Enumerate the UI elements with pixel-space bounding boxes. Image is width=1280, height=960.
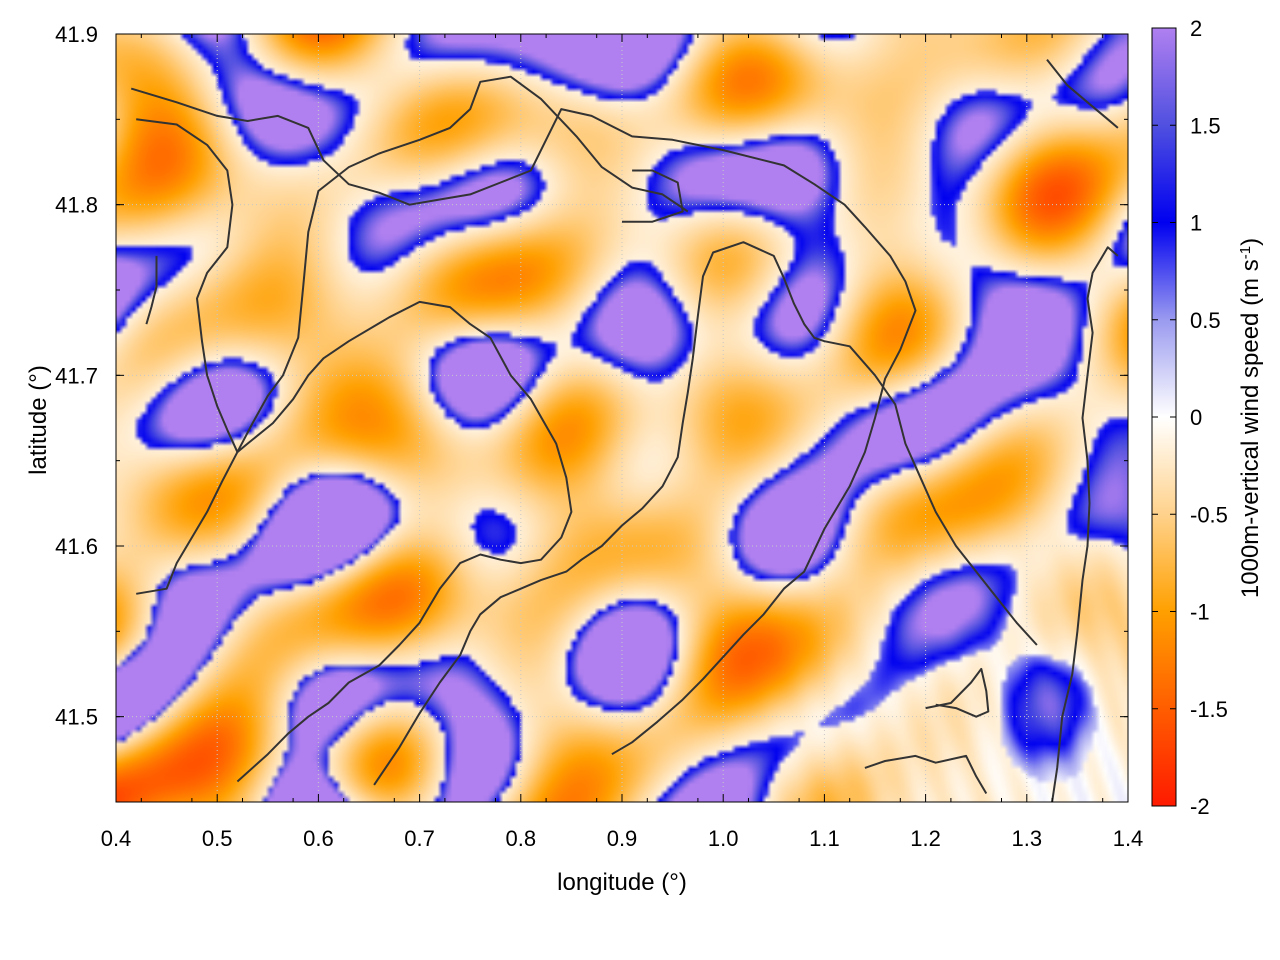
x-axis-title: longitude (°) <box>557 869 687 896</box>
colorbar-tick-label: 2 <box>1190 16 1202 41</box>
colorbar-tick-label: -1 <box>1190 600 1210 625</box>
colorbar: -2 -1.5 -1 -0.5 0 0.5 1 1.5 2 1000m-vertical win… <box>1151 16 1265 819</box>
x-tick-label: 0.8 <box>506 826 537 851</box>
colorbar-title-close: ) <box>1237 238 1264 246</box>
x-tick-label: 0.5 <box>202 826 233 851</box>
contour-line <box>145 255 158 325</box>
x-axis: 0.4 0.5 0.6 0.7 0.8 0.9 1.0 1.1 1.2 1.3 1.4 <box>101 34 1144 851</box>
contour-line <box>622 169 684 223</box>
contour-line <box>136 118 573 783</box>
colorbar-tick-label: -2 <box>1190 794 1210 819</box>
y-tick-label: 41.6 <box>55 534 98 559</box>
colorbar-tick-label: 1.5 <box>1190 113 1221 138</box>
contour-line <box>130 87 917 756</box>
x-tick-label: 0.7 <box>404 826 435 851</box>
y-axis-title: latitude (°) <box>25 365 52 475</box>
x-tick-label: 0.9 <box>607 826 638 851</box>
contour-line <box>864 754 988 795</box>
colorbar-tick-label: 0.5 <box>1190 308 1221 333</box>
colorbar-tick-label: 0 <box>1190 405 1202 430</box>
colorbar-tick-label: -0.5 <box>1190 502 1228 527</box>
y-tick-label: 41.7 <box>55 363 98 388</box>
contour-lines <box>130 58 1119 802</box>
x-tick-label: 1.1 <box>809 826 840 851</box>
contour-line <box>1046 58 1119 129</box>
x-tick-label: 0.4 <box>101 826 132 851</box>
colorbar-title: 1000m-vertical wind speed (m s-1) <box>1237 238 1265 598</box>
contour-line <box>136 75 689 595</box>
y-axis: 41.5 41.6 41.7 41.8 41.9 <box>55 22 1128 803</box>
x-tick-label: 1.3 <box>1012 826 1043 851</box>
colorbar-tick-label: 1 <box>1190 211 1202 236</box>
colorbar-ticks: -2 -1.5 -1 -0.5 0 0.5 1 1.5 2 <box>1152 16 1228 819</box>
colorbar-tick-label: -1.5 <box>1190 697 1228 722</box>
y-tick-label: 41.9 <box>55 22 98 47</box>
x-tick-label: 0.6 <box>303 826 334 851</box>
contour-line <box>1051 246 1119 802</box>
x-tick-label: 1.4 <box>1113 826 1144 851</box>
contour-line <box>373 241 1038 786</box>
colorbar-title-main: 1000m-vertical wind speed (m s <box>1237 259 1264 598</box>
y-tick-label: 41.8 <box>55 193 98 218</box>
x-tick-label: 1.0 <box>708 826 739 851</box>
contour-line <box>925 667 990 718</box>
colorbar-title-sup: -1 <box>1237 246 1254 259</box>
x-tick-label: 1.2 <box>910 826 941 851</box>
y-tick-label: 41.5 <box>55 705 98 730</box>
